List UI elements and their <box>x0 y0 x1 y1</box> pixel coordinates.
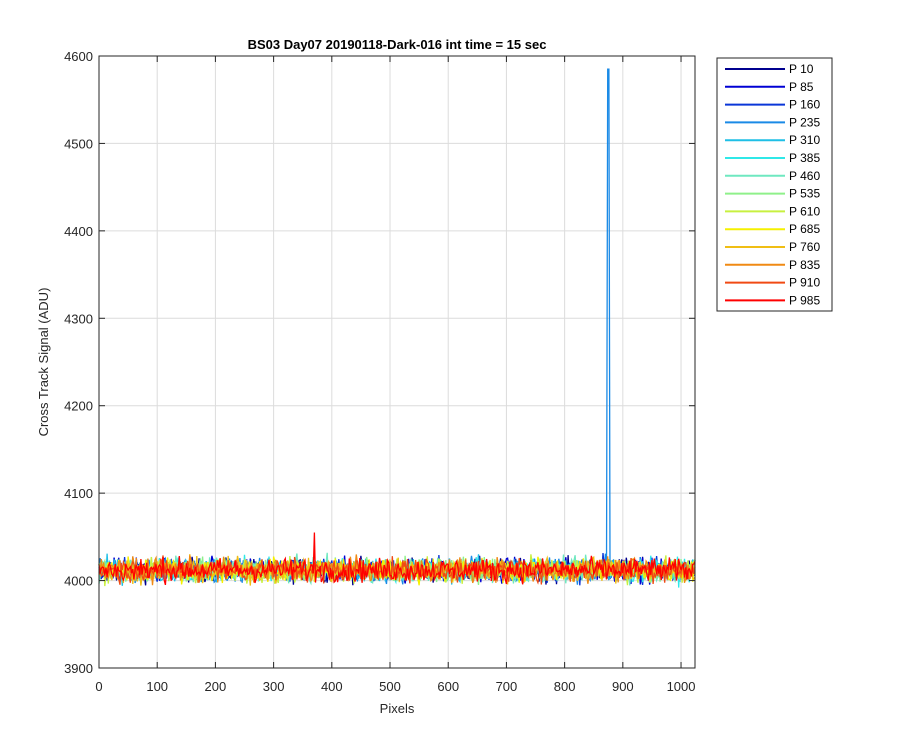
legend-label: P 910 <box>789 276 820 290</box>
y-tick-label: 3900 <box>64 661 93 676</box>
ticks: 0 100 200 300 400 500 600 700 800 900 1000 3900 4000… <box>64 49 695 694</box>
x-tick-label: 600 <box>437 679 459 694</box>
x-tick-label: 0 <box>95 679 102 694</box>
legend-label: P 160 <box>789 98 820 112</box>
series-line-p-985 <box>98 532 696 586</box>
x-tick-label: 700 <box>496 679 518 694</box>
x-tick-label: 400 <box>321 679 343 694</box>
y-tick-label: 4100 <box>64 486 93 501</box>
x-tick-label: 1000 <box>667 679 696 694</box>
legend-label: P 460 <box>789 169 820 183</box>
series-layer <box>98 68 696 588</box>
legend-label: P 85 <box>789 80 814 94</box>
chart-title: BS03 Day07 20190118-Dark-016 int time = … <box>248 37 547 52</box>
legend-label: P 760 <box>789 240 820 254</box>
legend-label: P 835 <box>789 258 820 272</box>
legend-label: P 685 <box>789 222 820 236</box>
x-tick-label: 500 <box>379 679 401 694</box>
y-tick-label: 4000 <box>64 574 93 589</box>
legend-label: P 10 <box>789 62 814 76</box>
y-tick-label: 4300 <box>64 311 93 326</box>
legend-label: P 385 <box>789 151 820 165</box>
y-tick-label: 4200 <box>64 399 93 414</box>
y-axis-label: Cross Track Signal (ADU) <box>36 288 51 437</box>
legend-label: P 310 <box>789 133 820 147</box>
x-tick-label: 200 <box>205 679 227 694</box>
x-tick-label: 100 <box>146 679 168 694</box>
axes-box <box>98 55 696 669</box>
x-tick-label: 900 <box>612 679 634 694</box>
y-tick-label: 4600 <box>64 49 93 64</box>
legend: P 10 P 85 P 160 P 235 P 310 P 385 P 460 P 535 P … <box>716 57 833 312</box>
y-tick-label: 4500 <box>64 136 93 151</box>
legend-label: P 235 <box>789 115 820 129</box>
x-axis-label: Pixels <box>380 701 415 716</box>
x-tick-label: 800 <box>554 679 576 694</box>
x-tick-label: 300 <box>263 679 285 694</box>
legend-label: P 535 <box>789 187 820 201</box>
y-tick-label: 4400 <box>64 224 93 239</box>
legend-box <box>716 57 833 312</box>
legend-label: P 985 <box>789 293 820 307</box>
legend-label: P 610 <box>789 204 820 218</box>
